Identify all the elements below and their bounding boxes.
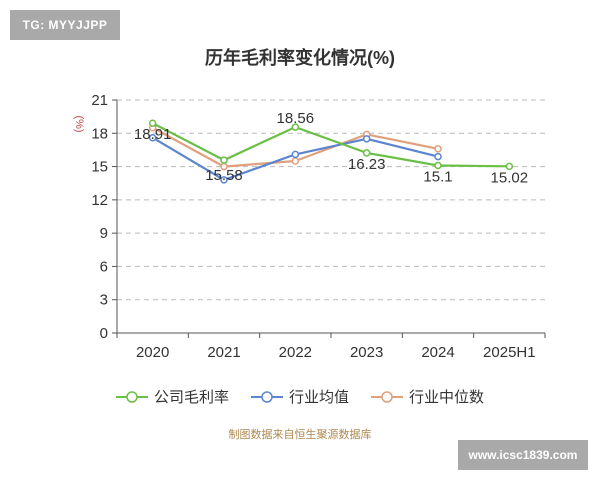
data-label: 15.1 (423, 168, 452, 185)
x-tick-label: 2022 (279, 344, 312, 361)
legend-item-series-2[interactable]: 行业均值 (250, 386, 349, 407)
data-point-series-1 (434, 161, 442, 170)
data-label: 18.91 (134, 126, 172, 143)
series-line-1 (152, 122, 510, 168)
data-point-series-1 (291, 123, 300, 131)
y-tick-label: 3 (100, 292, 108, 309)
y-tick-label: 6 (100, 258, 108, 275)
legend-swatch-series-3 (371, 390, 403, 403)
data-point-series-1 (505, 162, 514, 171)
data-point-series-2 (434, 152, 442, 161)
y-tick-label: 15 (91, 159, 108, 176)
y-tick-label: 12 (91, 192, 108, 209)
legend-label-series-2: 行业均值 (288, 389, 349, 406)
y-tick-label: 9 (100, 225, 108, 242)
legend-item-series-1[interactable]: 公司毛利率 (115, 386, 229, 407)
data-point-series-1 (362, 149, 371, 157)
legend-swatch-series-1 (115, 390, 148, 403)
chart-title: 历年毛利率变化情况(%) (205, 48, 395, 68)
data-label: 15.58 (205, 167, 243, 184)
y-tick-label: 21 (91, 92, 108, 109)
data-label: 15.02 (491, 169, 529, 186)
source-note: 制图数据来自恒生聚源数据库 (228, 429, 372, 441)
data-label: 18.56 (277, 110, 315, 127)
chart-legend: 公司毛利率 行业均值 行业中位数 (0, 386, 600, 407)
x-tick-label: 2025H1 (483, 344, 536, 361)
x-tick-label: 2021 (207, 344, 240, 361)
watermark-top: TG: MYYJJPP (10, 10, 120, 40)
y-tick-label: 18 (91, 125, 108, 142)
y-axis-label: (%) (73, 115, 85, 132)
x-tick-label: 2024 (421, 344, 454, 361)
legend-swatch-series-2 (250, 390, 283, 403)
data-point-series-3 (434, 145, 442, 153)
x-tick-label: 2020 (136, 344, 169, 361)
legend-item-series-3[interactable]: 行业中位数 (371, 386, 484, 407)
data-point-series-1 (148, 119, 157, 127)
data-point-series-2 (148, 133, 157, 142)
data-point-series-2 (291, 150, 300, 159)
legend-label-series-3: 行业中位数 (409, 389, 485, 406)
data-point-series-3 (291, 157, 300, 165)
x-tick-label: 2023 (350, 344, 383, 361)
watermark-bottom: www.icsc1839.com (458, 440, 588, 470)
y-tick-label: 0 (100, 325, 108, 342)
data-point-series-2 (220, 176, 228, 184)
legend-label-series-1: 公司毛利率 (153, 389, 229, 406)
data-point-series-2 (362, 135, 371, 143)
data-label: 16.23 (348, 156, 386, 173)
data-point-series-1 (220, 156, 228, 164)
